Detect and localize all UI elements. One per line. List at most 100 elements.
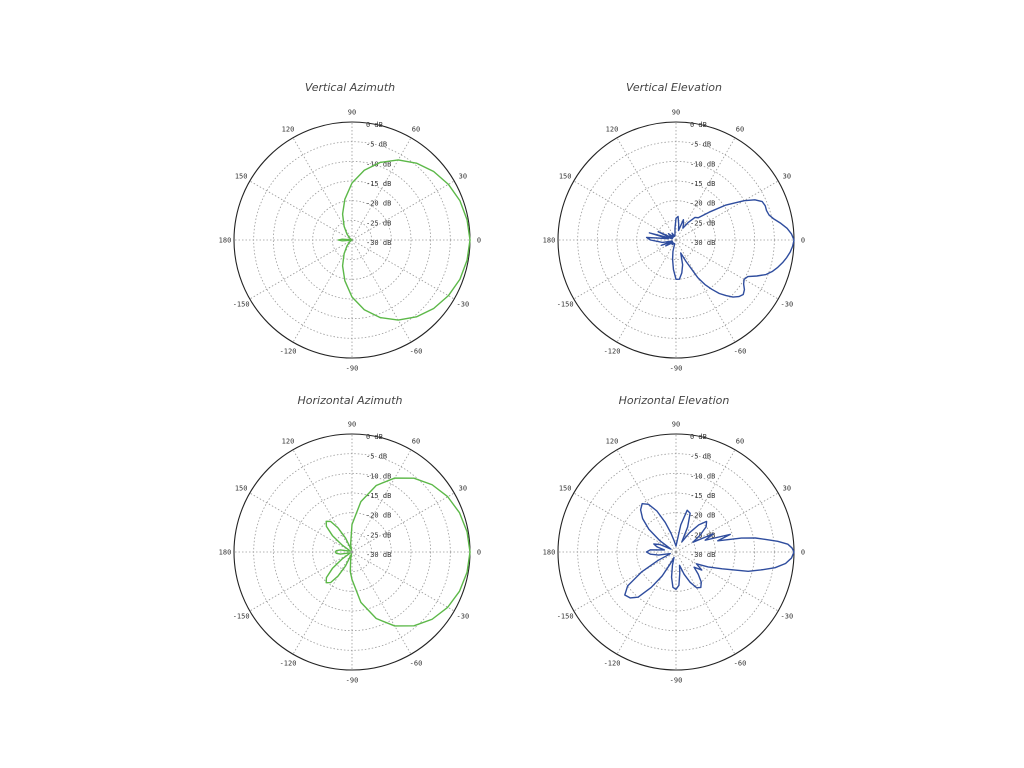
polar-chart-3: Horizontal Azimuth 90 60 30 0 -30 -60 -90 -120 -1… (219, 394, 481, 685)
db-label: -30 dB (690, 239, 715, 247)
grid-spoke (351, 449, 412, 553)
angle-label: 180 (219, 549, 232, 557)
angle-label: 90 (348, 109, 356, 117)
angle-label: 180 (543, 237, 556, 245)
angle-label: 60 (412, 438, 420, 446)
angle-label: 90 (672, 421, 680, 429)
grid-spoke (675, 449, 736, 553)
chart-title: Vertical Azimuth (305, 81, 395, 94)
grid-spoke (675, 180, 779, 241)
pattern-trace (337, 159, 471, 321)
grid-spoke (675, 137, 736, 241)
grid-spoke (292, 239, 353, 343)
db-label: -5 dB (690, 141, 711, 149)
grid-spoke (292, 449, 353, 553)
grid-spoke (616, 137, 677, 241)
angle-label: -120 (604, 659, 621, 667)
grid-spoke (573, 492, 677, 553)
grid-spoke (616, 449, 677, 553)
angle-label: 60 (736, 438, 744, 446)
polar-chart-2: Vertical Elevation 90 60 30 0 -30 -60 -90 -120 -1… (543, 81, 805, 373)
angle-label: 0 (477, 549, 481, 557)
angle-label: -120 (280, 659, 297, 667)
angle-label: -90 (670, 677, 683, 685)
grid-ring (655, 531, 697, 573)
angle-label: -60 (734, 347, 747, 355)
grid-spoke (573, 180, 677, 241)
grid-spoke (616, 551, 677, 655)
angle-label: 120 (606, 438, 619, 446)
db-label: -25 dB (366, 531, 391, 539)
grid-spoke (675, 492, 779, 553)
angle-label: 150 (235, 485, 248, 493)
grid-spoke (351, 492, 455, 553)
angle-label: -120 (604, 347, 621, 355)
angle-label: 150 (559, 485, 572, 493)
angle-label: 120 (282, 126, 295, 134)
angle-label: 90 (348, 421, 356, 429)
polar-chart-4: Horizontal Elevation 90 60 30 0 -30 -60 -90 -120… (543, 394, 805, 685)
pattern-trace (624, 502, 795, 599)
angle-label: 30 (783, 485, 791, 493)
grid-ring (272, 472, 432, 632)
grid-ring (616, 492, 736, 612)
db-label: 0 dB (366, 121, 383, 129)
db-label: -10 dB (366, 160, 391, 168)
db-label: 0 dB (366, 433, 383, 441)
grid-spoke (351, 180, 455, 241)
grid-spoke (351, 551, 455, 612)
angle-label: -30 (457, 301, 470, 309)
grid-spoke (249, 551, 353, 612)
angle-label: 90 (672, 109, 680, 117)
db-label: -30 dB (366, 551, 391, 559)
grid-spoke (351, 239, 455, 300)
db-label: -10 dB (366, 472, 391, 480)
chart-title: Vertical Elevation (626, 81, 722, 94)
grid-spoke (249, 180, 353, 241)
grid-ring (292, 180, 412, 300)
angle-label: 30 (783, 173, 791, 181)
angle-label: 150 (235, 173, 248, 181)
db-label: -25 dB (690, 531, 715, 539)
db-label: -15 dB (690, 180, 715, 188)
angle-label: 150 (559, 173, 572, 181)
angle-label: 180 (219, 237, 232, 245)
grid-spoke (675, 551, 736, 655)
grid-ring (292, 492, 412, 612)
grid-ring (272, 160, 432, 320)
db-label: 0 dB (690, 433, 707, 441)
grid-ring (616, 180, 736, 300)
db-label: -10 dB (690, 160, 715, 168)
angle-label: 60 (412, 126, 420, 134)
grid-spoke (249, 492, 353, 553)
grid-spoke (351, 239, 412, 343)
grid-ring (331, 219, 373, 261)
grid-spoke (675, 239, 779, 300)
grid-spoke (675, 551, 779, 612)
grid-spoke (351, 551, 412, 655)
grid-spoke (675, 239, 736, 343)
angle-label: 0 (477, 237, 481, 245)
angle-label: 120 (282, 438, 295, 446)
angle-label: 30 (459, 173, 467, 181)
angle-label: -60 (410, 659, 423, 667)
grid-spoke (351, 137, 412, 241)
angle-label: -90 (346, 677, 359, 685)
db-label: -20 dB (366, 200, 391, 208)
angle-label: -60 (410, 347, 423, 355)
db-label: -30 dB (366, 239, 391, 247)
chart-title: Horizontal Azimuth (298, 394, 403, 407)
db-label: -25 dB (366, 219, 391, 227)
db-label: -5 dB (366, 453, 387, 461)
angle-label: -90 (670, 365, 683, 373)
db-label: -20 dB (690, 200, 715, 208)
db-label: -30 dB (690, 551, 715, 559)
angle-label: -60 (734, 659, 747, 667)
angle-label: -150 (233, 613, 250, 621)
angle-label: -150 (233, 301, 250, 309)
db-label: -5 dB (690, 453, 711, 461)
polar-chart-1: Vertical Azimuth 90 60 30 0 -30 -60 -90 -120 -150… (219, 81, 481, 373)
angle-label: -30 (457, 613, 470, 621)
angle-label: 180 (543, 549, 556, 557)
